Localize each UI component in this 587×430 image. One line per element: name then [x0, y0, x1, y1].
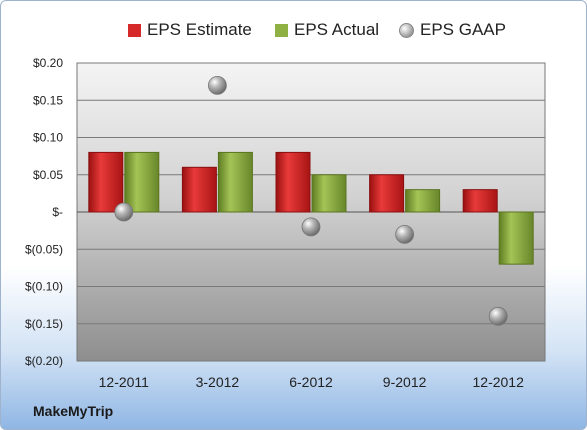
gaap-point: [207, 75, 227, 95]
actual-bar: [405, 189, 441, 213]
actual-bar: [498, 211, 534, 265]
legend-item-actual: EPS Actual: [275, 17, 379, 43]
legend-item-estimate: EPS Estimate: [128, 17, 252, 43]
legend-label-gaap: EPS GAAP: [420, 20, 506, 39]
gaap-point: [395, 224, 415, 244]
estimate-bar: [275, 151, 311, 213]
estimate-bar: [462, 189, 498, 213]
estimate-bar: [369, 174, 405, 213]
actual-bar: [124, 151, 160, 213]
x-category-label: 6-2012: [289, 374, 333, 390]
brand-label: MakeMyTrip: [33, 403, 114, 419]
y-tick-label: $0.05: [33, 168, 63, 182]
legend-label-estimate: EPS Estimate: [147, 20, 252, 39]
estimate-bar: [88, 151, 124, 213]
legend-swatch-gaap: [399, 22, 414, 38]
y-tick-label: $0.10: [33, 131, 63, 145]
legend-label-actual: EPS Actual: [294, 20, 380, 39]
x-category-label: 3-2012: [196, 374, 240, 390]
y-tick-label: $(0.10): [25, 280, 63, 294]
actual-bar: [311, 174, 347, 213]
legend-swatch-estimate: [128, 23, 141, 37]
legend: EPS Estimate EPS Actual EPS GAAP: [1, 17, 586, 43]
x-axis-categories: 12-2011 3-2012 6-2012 9-2012 12-2012: [99, 374, 524, 390]
actual-bar: [217, 151, 253, 213]
x-category-label: 12-2012: [473, 374, 525, 390]
bars: [88, 151, 534, 265]
y-axis-ticks: $0.20 $0.15 $0.10 $0.05 $- $(0.05) $(0.10) $(0.…: [25, 56, 63, 368]
y-tick-label: $0.20: [33, 56, 63, 70]
gaap-points: [114, 75, 508, 326]
gaap-point: [301, 217, 321, 237]
legend-swatch-actual: [275, 23, 288, 37]
estimate-bar: [181, 166, 217, 213]
legend-item-gaap: EPS GAAP: [399, 17, 506, 43]
gaap-point: [488, 306, 508, 326]
y-tick-label: $0.15: [33, 93, 63, 107]
y-tick-label: $(0.15): [25, 317, 63, 331]
y-tick-label: $(0.05): [25, 242, 63, 256]
x-category-label: 12-2011: [99, 374, 150, 390]
gaap-point: [114, 202, 134, 222]
x-category-label: 9-2012: [383, 374, 427, 390]
y-tick-label: $-: [52, 205, 63, 219]
y-tick-label: $(0.20): [25, 354, 63, 368]
